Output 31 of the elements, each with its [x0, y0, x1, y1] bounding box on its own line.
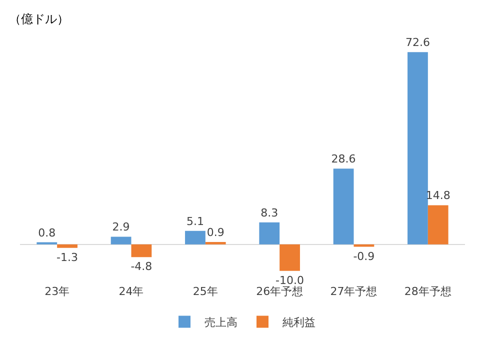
bar: [185, 230, 206, 244]
x-tick-label: 28年予想: [404, 285, 452, 298]
legend-label: 売上高: [204, 316, 238, 330]
bar: [131, 244, 152, 258]
bar: [408, 52, 428, 244]
bar: [333, 168, 354, 244]
data-label: 72.6: [405, 36, 430, 50]
data-label: -10.0: [276, 274, 304, 287]
data-label: 28.6: [331, 152, 356, 166]
data-label: 0.9: [206, 226, 224, 239]
data-label: 5.1: [186, 214, 204, 228]
bar: [205, 242, 226, 244]
bar: [110, 236, 132, 244]
bar: [354, 244, 374, 247]
data-label: 0.8: [38, 226, 56, 240]
data-label: -0.9: [353, 250, 375, 263]
bar: [57, 244, 78, 248]
y-axis-title: （億ドル）: [9, 12, 69, 26]
data-label: -1.3: [56, 250, 78, 264]
x-tick-label: 27年予想: [330, 285, 378, 298]
x-tick-label: 26年予想: [256, 285, 304, 298]
bar: [259, 222, 280, 244]
data-label: 2.9: [112, 220, 130, 234]
data-label: -4.8: [130, 260, 152, 274]
bar: [428, 205, 448, 244]
data-label: 8.3: [260, 206, 278, 220]
bar: [280, 244, 300, 271]
legend-label: 純利益: [282, 316, 316, 330]
x-tick-label: 24年: [118, 285, 144, 298]
x-tick-label: 23年: [44, 285, 70, 298]
x-tick-label: 25年: [192, 285, 218, 298]
